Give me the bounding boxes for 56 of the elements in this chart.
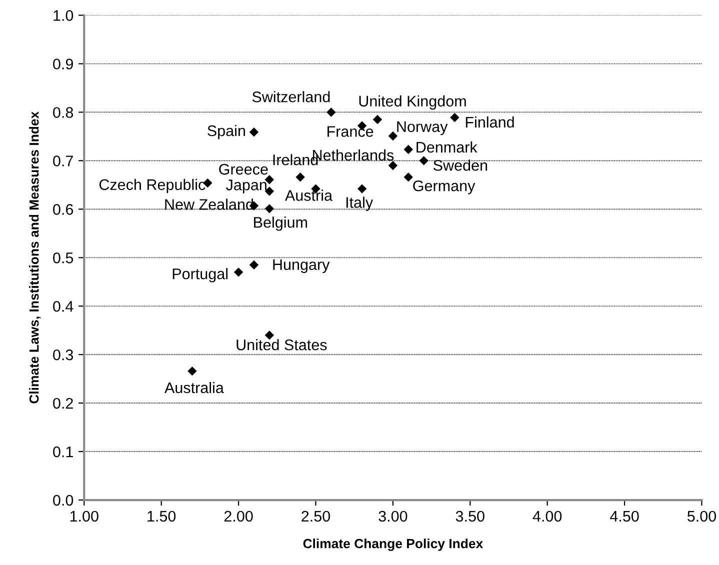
y-tick-label: 1.0 bbox=[54, 10, 74, 21]
point bbox=[357, 184, 367, 194]
y-tick-label: 0.9 bbox=[53, 58, 73, 70]
point bbox=[326, 108, 336, 117]
annotation: United Kingdom bbox=[359, 95, 466, 110]
y-tick-label: 0.7 bbox=[53, 156, 73, 166]
y-tick-label: 0.5 bbox=[53, 252, 74, 264]
annotation: Austria bbox=[284, 190, 333, 201]
y-axis-title: Climate Laws, Institutions and Measures Index bbox=[29, 111, 41, 404]
x-tick-label: 3.00 bbox=[378, 510, 408, 522]
x-tick-label: 1.00 bbox=[70, 510, 98, 522]
point bbox=[404, 172, 413, 182]
point bbox=[249, 127, 259, 137]
x-tick-label: 3.50 bbox=[456, 510, 484, 522]
point bbox=[388, 131, 398, 141]
annotation: Czech Republic bbox=[99, 178, 206, 194]
annotation: Portugal bbox=[172, 268, 228, 282]
annotation: Japan bbox=[226, 180, 266, 194]
annotation: Germany bbox=[413, 180, 476, 194]
point bbox=[264, 204, 274, 214]
x-tick-label: 1.50 bbox=[148, 510, 176, 522]
x-tick-label: 4.50 bbox=[610, 510, 639, 522]
annotation: Italy bbox=[346, 196, 374, 211]
point bbox=[419, 156, 428, 166]
annotation: Sweden bbox=[434, 160, 488, 171]
x-tick-label: 4.00 bbox=[532, 510, 562, 522]
point bbox=[450, 112, 460, 122]
point bbox=[404, 144, 413, 154]
x-axis-title: Climate Change Policy Index bbox=[303, 538, 484, 551]
x-tick-label: 5.00 bbox=[687, 510, 716, 522]
annotation: Greece bbox=[219, 164, 268, 175]
x-tick-label: 2.50 bbox=[302, 510, 330, 522]
y-tick-label: 0.4 bbox=[53, 300, 74, 312]
annotation: Australia bbox=[164, 382, 224, 394]
y-tick-label: 0.1 bbox=[53, 446, 73, 458]
y-tick-label: 0.2 bbox=[53, 398, 73, 409]
annotation: Hungary bbox=[273, 259, 330, 274]
point bbox=[249, 260, 259, 270]
annotation: France bbox=[328, 126, 374, 137]
point bbox=[188, 366, 197, 376]
x-tick-label: 2.00 bbox=[224, 510, 253, 522]
annotation: Belgium bbox=[254, 216, 307, 231]
annotation: Denmark bbox=[416, 141, 478, 153]
point bbox=[234, 268, 244, 277]
y-tick-label: 0.6 bbox=[53, 204, 74, 215]
point bbox=[372, 114, 382, 124]
annotation: Spain bbox=[208, 124, 245, 140]
annotation: Norway bbox=[397, 121, 448, 136]
point bbox=[296, 172, 305, 182]
annotation: Finland bbox=[466, 116, 514, 128]
y-tick-label: 0.3 bbox=[53, 349, 74, 360]
annotation: United States bbox=[236, 339, 327, 350]
y-tick-label: 0.8 bbox=[53, 107, 74, 118]
point bbox=[388, 160, 398, 170]
annotation: Switzerland bbox=[252, 91, 330, 102]
y-tick-label: 0.0 bbox=[53, 494, 74, 506]
